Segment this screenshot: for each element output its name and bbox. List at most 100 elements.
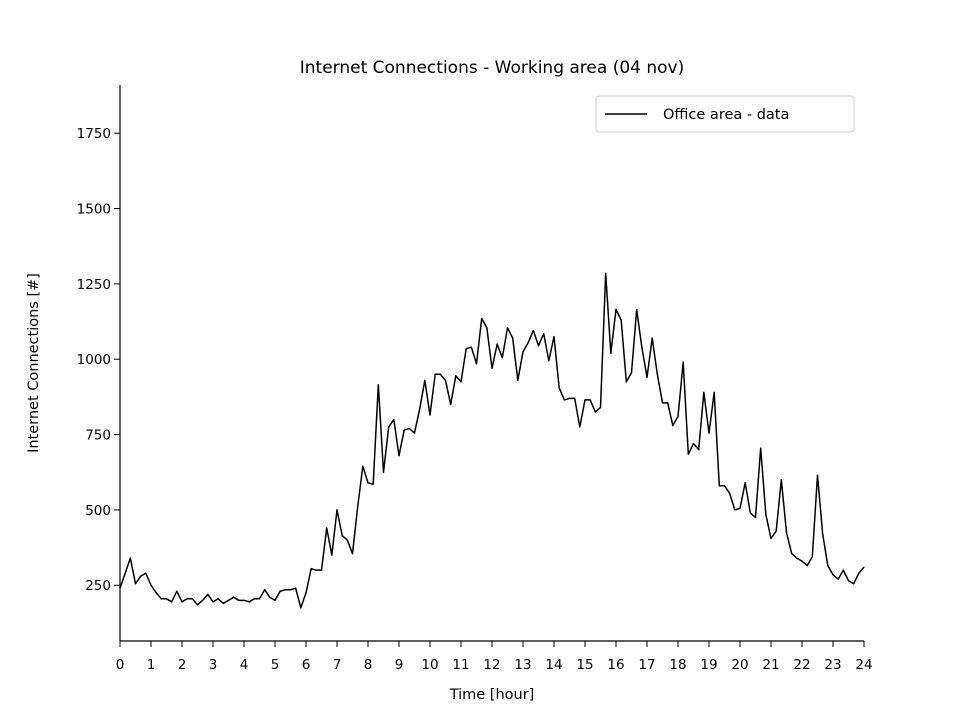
data-point: [579, 426, 581, 428]
data-point: [656, 373, 658, 375]
data-point: [837, 578, 839, 580]
data-point: [284, 589, 286, 591]
data-point: [486, 326, 488, 329]
data-point: [729, 492, 731, 494]
data-point: [687, 453, 689, 455]
y-tick-label: 1000: [77, 352, 111, 368]
x-tick-label: 17: [638, 657, 655, 673]
y-tick-label: 1500: [77, 202, 111, 218]
data-point: [553, 336, 555, 338]
data-point: [382, 471, 385, 473]
data-point: [217, 598, 219, 600]
data-point: [393, 418, 395, 421]
data-point: [527, 342, 529, 344]
data-point: [698, 449, 700, 451]
data-point: [651, 337, 653, 339]
data-point: [760, 447, 762, 449]
data-point: [134, 583, 137, 585]
data-point: [305, 592, 307, 594]
legend: Office area - data: [595, 95, 855, 133]
x-tick-label: 13: [514, 657, 531, 673]
data-point: [145, 572, 147, 574]
data-point: [491, 367, 493, 369]
data-point: [522, 351, 524, 353]
data-point: [853, 583, 855, 585]
data-point: [765, 513, 767, 516]
data-point: [160, 598, 162, 600]
data-point: [791, 553, 793, 555]
y-tick-label: 500: [85, 503, 111, 519]
data-point: [785, 531, 788, 534]
x-tick-label: 15: [576, 657, 593, 673]
data-point: [692, 443, 695, 445]
data-point: [346, 539, 348, 541]
data-point: [863, 566, 865, 568]
data-point: [362, 465, 364, 467]
data-point: [481, 317, 483, 320]
data-point: [450, 403, 452, 406]
data-point: [207, 593, 209, 595]
x-tick-label: 21: [762, 657, 779, 673]
x-tick-label: 10: [421, 657, 438, 673]
data-point: [470, 346, 472, 348]
data-point: [563, 399, 565, 401]
data-point: [377, 384, 379, 386]
data-point: [537, 345, 540, 347]
data-point: [300, 607, 302, 609]
data-point: [589, 399, 591, 401]
x-tick-label: 20: [731, 657, 748, 673]
data-point: [682, 361, 684, 363]
data-point: [599, 406, 602, 409]
data-point: [574, 397, 576, 400]
data-point: [129, 557, 131, 559]
y-tick-label: 1750: [77, 126, 111, 142]
x-tick-label: 5: [271, 657, 280, 673]
data-point: [444, 379, 447, 381]
data-point: [816, 474, 819, 476]
data-point: [331, 554, 333, 556]
data-point: [398, 455, 400, 457]
data-point: [584, 399, 586, 401]
data-point: [248, 601, 250, 603]
data-point: [191, 598, 193, 600]
data-point: [780, 479, 782, 481]
data-point: [279, 590, 281, 592]
x-tick-label: 11: [452, 657, 469, 673]
data-point: [238, 599, 240, 601]
data-point: [269, 596, 271, 598]
data-point: [512, 337, 514, 339]
data-point: [677, 415, 679, 418]
data-point: [610, 352, 612, 354]
data-point: [274, 599, 276, 601]
y-tick-label: 750: [85, 428, 111, 444]
data-point: [770, 537, 772, 540]
data-point: [739, 507, 741, 510]
data-point: [119, 587, 121, 589]
data-point: [532, 330, 534, 332]
data-point: [150, 584, 152, 586]
data-point: [811, 556, 813, 558]
data-point: [667, 402, 669, 404]
data-point: [558, 387, 560, 389]
data-point: [227, 599, 230, 601]
data-point: [754, 516, 757, 519]
data-point: [367, 482, 369, 484]
x-tick-label: 18: [669, 657, 686, 673]
x-tick-label: 4: [240, 657, 249, 673]
x-axis-label: Time [hour]: [449, 687, 535, 703]
y-axis-ticks: 250 500 750 1000 1250 1500 1750: [77, 126, 120, 594]
x-tick-label: 14: [545, 657, 562, 673]
data-point: [641, 346, 643, 348]
y-tick-label: 250: [85, 578, 111, 594]
data-point: [832, 574, 834, 576]
data-point: [543, 333, 545, 335]
legend-entry-label: Office area - data: [663, 107, 789, 123]
x-axis-ticks: 0 1 2 3 4 5 6 7 8 9 10 11 12 13 14 15 16 17 18 19 20 21 22 23 24: [116, 641, 873, 673]
data-point: [243, 599, 245, 601]
data-point: [842, 569, 844, 571]
data-point: [847, 580, 850, 582]
data-point: [620, 319, 622, 321]
data-point: [744, 482, 746, 484]
data-point: [258, 598, 261, 600]
